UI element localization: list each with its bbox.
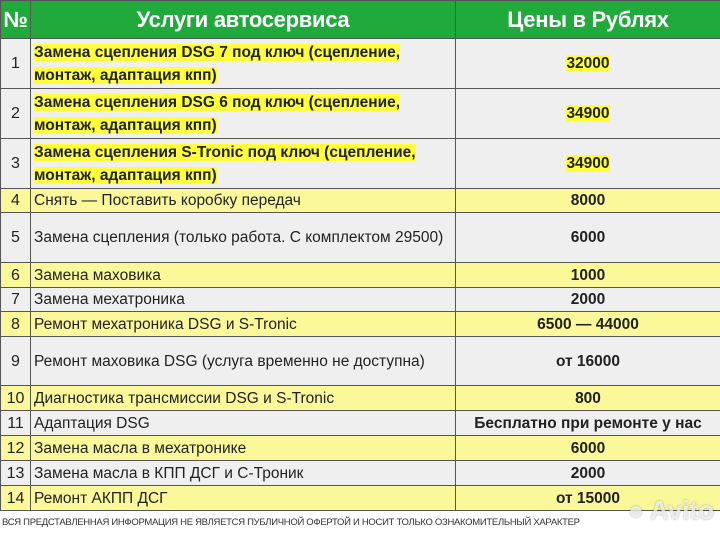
service-text: Замена сцепления DSG 7 под ключ (сцеплен… — [34, 43, 401, 84]
table-row: 3 Замена сцепления S-Tronic под ключ (сц… — [0, 138, 720, 189]
table-row: 12 Замена масла в мехатронике 6000 — [0, 435, 720, 461]
table-row: 7 Замена мехатроника 2000 — [0, 287, 720, 312]
row-number: 3 — [0, 138, 31, 189]
service-name: Замена масла в мехатронике — [30, 435, 456, 461]
service-text: Ремонт мехатроника DSG и S-Tronic — [34, 315, 297, 333]
service-name: Ремонт АКПП ДСГ — [30, 485, 456, 511]
row-number: 1 — [0, 38, 31, 89]
table-row: 4 Снять — Поставить коробку передач 8000 — [0, 188, 720, 213]
service-name: Адаптация DSG — [30, 410, 456, 436]
service-name: Диагностика трансмиссии DSG и S-Tronic — [30, 385, 456, 411]
service-text: Адаптация DSG — [34, 414, 150, 432]
service-price: 34900 — [455, 138, 720, 189]
price-text: 34900 — [566, 155, 610, 172]
service-price: 2000 — [455, 460, 720, 486]
service-text: Снять — Поставить коробку передач — [34, 192, 301, 209]
price-text: 2000 — [570, 291, 606, 308]
price-text: Бесплатно при ремонте у нас — [474, 414, 702, 432]
price-text: 8000 — [570, 192, 606, 209]
service-name: Замена мехатроника — [30, 287, 456, 312]
table-row: 8 Ремонт мехатроника DSG и S-Tronic 6500… — [0, 311, 720, 337]
avito-watermark: ● Avito — [628, 495, 714, 525]
table-row: 10 Диагностика трансмиссии DSG и S-Troni… — [0, 385, 720, 411]
row-number: 8 — [0, 311, 31, 337]
service-text: Замена масла в КПП ДСГ и С-Троник — [34, 464, 304, 482]
price-text: от 16000 — [555, 352, 621, 370]
price-text: 800 — [575, 389, 601, 407]
price-text: от 15000 — [555, 489, 621, 507]
price-text: 2000 — [570, 464, 606, 482]
table-row: 6 Замена маховика 1000 — [0, 262, 720, 288]
header-num: № — [0, 0, 31, 39]
row-number: 11 — [0, 410, 31, 436]
service-price: от 15000 — [455, 485, 720, 511]
service-text: Ремонт АКПП ДСГ — [34, 489, 168, 507]
row-number: 2 — [0, 88, 31, 139]
service-price: 32000 — [455, 38, 720, 89]
table-row: 13 Замена масла в КПП ДСГ и С-Троник 200… — [0, 460, 720, 486]
service-text: Замена маховика — [34, 266, 161, 284]
service-price: 8000 — [455, 188, 720, 213]
service-price: 2000 — [455, 287, 720, 312]
service-price: 1000 — [455, 262, 720, 288]
table-row: 5 Замена сцепления (только работа. С ком… — [0, 212, 720, 263]
disclaimer: ВСЯ ПРЕДСТАВЛЕННАЯ ИНФОРМАЦИЯ НЕ ЯВЛЯЕТС… — [2, 517, 580, 528]
service-name: Замена маховика — [30, 262, 456, 288]
row-number: 14 — [0, 485, 31, 511]
table-row: 14 Ремонт АКПП ДСГ от 15000 — [0, 485, 720, 511]
service-text: Диагностика трансмиссии DSG и S-Tronic — [34, 389, 335, 407]
service-price: 6000 — [455, 212, 720, 263]
row-number: 6 — [0, 262, 31, 288]
table-row: 9 Ремонт маховика DSG (услуга временно н… — [0, 336, 720, 386]
service-text: Замена сцепления S-Tronic под ключ (сцеп… — [34, 143, 416, 184]
row-number: 9 — [0, 336, 31, 386]
price-text: 6000 — [570, 229, 606, 246]
service-name: Ремонт маховика DSG (услуга временно не … — [30, 336, 456, 386]
row-number: 10 — [0, 385, 31, 411]
service-price: 800 — [455, 385, 720, 411]
price-text: 6000 — [570, 439, 606, 457]
price-text: 34900 — [566, 105, 610, 122]
service-text: Замена масла в мехатронике — [34, 439, 247, 457]
service-text: Ремонт маховика DSG (услуга временно не … — [34, 352, 425, 370]
service-name: Ремонт мехатроника DSG и S-Tronic — [30, 311, 456, 337]
row-number: 4 — [0, 188, 31, 213]
row-number: 5 — [0, 212, 31, 263]
service-name: Снять — Поставить коробку передач — [30, 188, 456, 213]
service-text: Замена сцепления (только работа. С компл… — [34, 229, 444, 246]
table-header: № Услуги автосервиса Цены в Рублях — [0, 0, 720, 39]
table-row: 2 Замена сцепления DSG 6 под ключ (сцепл… — [0, 88, 720, 139]
service-text: Замена мехатроника — [34, 291, 185, 308]
service-text: Замена сцепления DSG 6 под ключ (сцеплен… — [34, 93, 401, 134]
service-name: Замена сцепления S-Tronic под ключ (сцеп… — [30, 138, 456, 189]
table-row: 1 Замена сцепления DSG 7 под ключ (сцепл… — [0, 38, 720, 89]
row-number: 13 — [0, 460, 31, 486]
price-text: 32000 — [566, 55, 610, 72]
service-name: Замена сцепления DSG 6 под ключ (сцеплен… — [30, 88, 456, 139]
service-name: Замена сцепления (только работа. С компл… — [30, 212, 456, 263]
price-text: 6500 — 44000 — [537, 315, 639, 333]
row-number: 7 — [0, 287, 31, 312]
header-price: Цены в Рублях — [455, 0, 720, 39]
service-price: 6000 — [455, 435, 720, 461]
service-price: 34900 — [455, 88, 720, 139]
table-row: 11 Адаптация DSG Бесплатно при ремонте у… — [0, 410, 720, 436]
service-price: от 16000 — [455, 336, 720, 386]
header-service: Услуги автосервиса — [30, 0, 456, 39]
service-name: Замена масла в КПП ДСГ и С-Троник — [30, 460, 456, 486]
service-price: Бесплатно при ремонте у нас — [455, 410, 720, 436]
price-text: 1000 — [570, 266, 606, 284]
service-price: 6500 — 44000 — [455, 311, 720, 337]
service-name: Замена сцепления DSG 7 под ключ (сцеплен… — [30, 38, 456, 89]
row-number: 12 — [0, 435, 31, 461]
price-table: № Услуги автосервиса Цены в Рублях 1 Зам… — [0, 0, 720, 511]
